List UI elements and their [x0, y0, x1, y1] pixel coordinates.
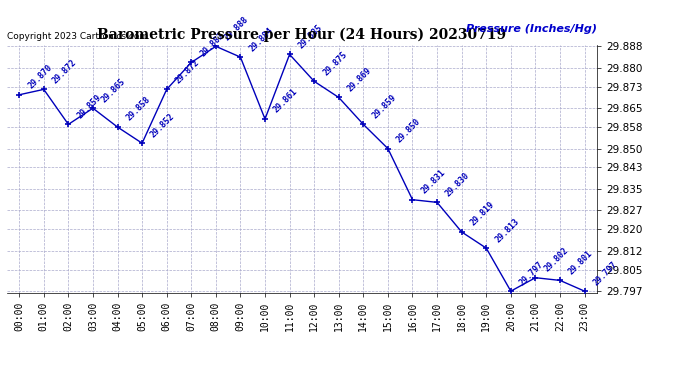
Text: 29.872: 29.872	[51, 58, 78, 85]
Text: 29.802: 29.802	[542, 246, 570, 273]
Text: 29.869: 29.869	[346, 66, 373, 93]
Text: 29.850: 29.850	[395, 117, 422, 144]
Text: 29.865: 29.865	[100, 76, 128, 104]
Text: 29.882: 29.882	[198, 31, 226, 58]
Text: Copyright 2023 Cartronics.com: Copyright 2023 Cartronics.com	[7, 32, 148, 41]
Text: 29.875: 29.875	[321, 50, 348, 77]
Text: 29.852: 29.852	[149, 111, 177, 139]
Text: 29.831: 29.831	[420, 168, 447, 195]
Text: 29.870: 29.870	[26, 63, 54, 91]
Text: 29.884: 29.884	[248, 26, 275, 53]
Text: 29.861: 29.861	[272, 87, 299, 115]
Text: 29.801: 29.801	[567, 249, 595, 276]
Text: 29.797: 29.797	[591, 260, 619, 287]
Text: 29.888: 29.888	[223, 15, 250, 42]
Text: 29.830: 29.830	[444, 171, 471, 198]
Text: 29.859: 29.859	[371, 93, 398, 120]
Text: 29.819: 29.819	[469, 200, 496, 228]
Text: 29.797: 29.797	[518, 260, 545, 287]
Text: 29.813: 29.813	[493, 216, 521, 244]
Title: Barometric Pressure per Hour (24 Hours) 20230719: Barometric Pressure per Hour (24 Hours) …	[97, 28, 506, 42]
Text: Pressure (Inches/Hg): Pressure (Inches/Hg)	[466, 24, 597, 34]
Text: 29.872: 29.872	[174, 58, 201, 85]
Text: 29.858: 29.858	[124, 95, 152, 123]
Text: 29.885: 29.885	[297, 22, 324, 50]
Text: 29.859: 29.859	[75, 93, 103, 120]
